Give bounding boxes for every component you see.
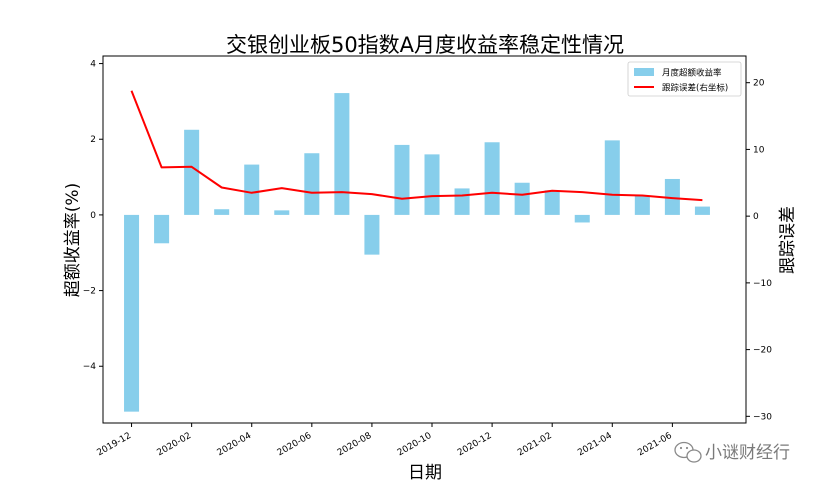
y-tick-label: 0 (90, 211, 96, 221)
bar (244, 164, 260, 215)
y2-tick-label: −30 (753, 412, 772, 422)
y2-tick-label: 20 (753, 79, 765, 89)
y2-tick-label: 0 (753, 212, 759, 222)
x-axis: 2019-12 2020-02 2020-04 2020-06 2020-08 2020-… (95, 423, 674, 458)
x-axis-label: 日期 (408, 463, 442, 483)
x-tick-label: 2020-04 (216, 431, 254, 459)
bar (154, 214, 170, 244)
x-tick-label: 2020-06 (276, 431, 314, 459)
y-tick-label: −4 (83, 362, 97, 372)
watermark: 小谜财经行 (674, 441, 790, 463)
legend-swatch-bar (634, 68, 654, 76)
y-tick-label: 4 (90, 60, 96, 70)
y2-tick-label: −20 (753, 346, 772, 356)
y2-axis-label: 跟踪误差 (778, 206, 798, 274)
x-tick-label: 2020-08 (336, 431, 374, 459)
x-tick-label: 2021-06 (636, 431, 674, 459)
x-tick-label: 2021-04 (576, 431, 614, 459)
y-axis-label: 超额收益率(%) (63, 183, 83, 297)
bar (334, 93, 350, 215)
legend-box (627, 61, 742, 97)
y-tick-label: −2 (83, 287, 96, 297)
plot-frame (102, 55, 747, 424)
bar (424, 154, 440, 215)
watermark-text: 小谜财经行 (705, 443, 790, 463)
y2-tick-label: −10 (753, 279, 772, 289)
bar (364, 214, 380, 255)
bar (484, 142, 500, 215)
chart-title: 交银创业板50指数A月度收益率稳定性情况 (226, 33, 624, 57)
bar (574, 214, 590, 223)
bar (304, 153, 320, 215)
wechat-icon (674, 441, 702, 463)
line-series (130, 90, 703, 202)
bar (514, 182, 530, 215)
bar (394, 144, 410, 215)
right-axis: −30 −20 −10 0 10 20 (746, 79, 772, 422)
bar (634, 195, 650, 215)
bar (694, 206, 710, 215)
bar (454, 188, 470, 215)
x-tick-label: 2019-12 (95, 431, 133, 458)
bar (664, 178, 680, 215)
bar (184, 129, 200, 215)
left-axis: −4 −2 0 2 4 (83, 60, 103, 372)
legend-label-line: 跟踪误差(右坐标) (662, 83, 728, 94)
bar (604, 140, 620, 215)
legend-label-bar: 月度超额收益率 (662, 68, 722, 79)
legend: 月度超额收益率 跟踪误差(右坐标) (627, 61, 742, 97)
x-tick-label: 2020-02 (156, 431, 194, 458)
bar (544, 190, 560, 215)
x-tick-label: 2020-12 (456, 431, 494, 458)
bar (214, 209, 230, 215)
y-tick-label: 2 (90, 135, 96, 145)
bar (124, 214, 140, 412)
series-line (130, 90, 703, 202)
x-tick-label: 2020-10 (396, 431, 434, 459)
y2-tick-label: 10 (753, 145, 765, 155)
bar (274, 210, 290, 215)
x-tick-label: 2021-02 (516, 431, 554, 458)
bar-series (124, 93, 710, 412)
